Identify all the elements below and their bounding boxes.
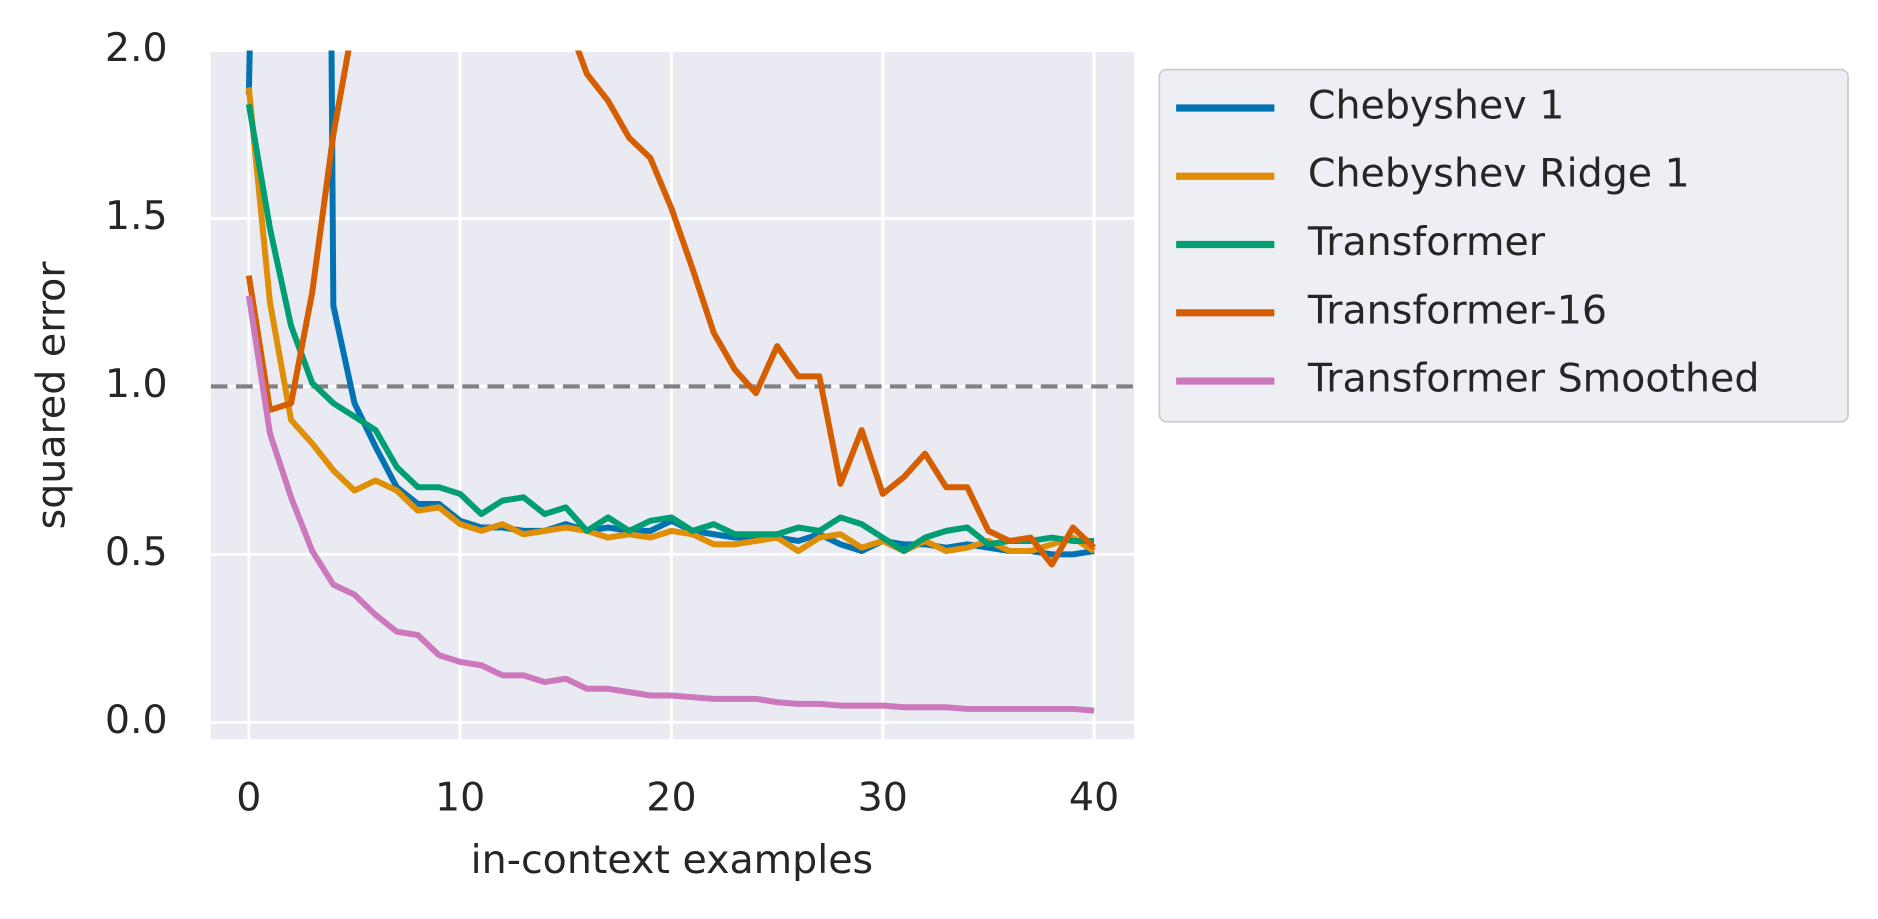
y-tick-label: 0.0 (105, 697, 168, 743)
series-line (245, 50, 1097, 568)
legend-label: Transformer Smoothed (1307, 356, 1760, 402)
x-axis-label: in-context examples (471, 837, 873, 883)
series-line (245, 87, 1096, 555)
legend (1158, 68, 1849, 423)
legend-label: Chebyshev 1 (1308, 82, 1564, 128)
y-axis-label: squared error (28, 261, 74, 530)
series-line (245, 295, 1095, 714)
x-tick-label: 20 (646, 775, 696, 821)
y-tick-label: 0.5 (105, 529, 168, 575)
x-tick-label: 40 (1069, 775, 1119, 821)
legend-label: Chebyshev Ridge 1 (1308, 151, 1690, 197)
y-tick-label: 1.5 (105, 193, 168, 239)
legend-label: Transformer (1307, 219, 1546, 265)
x-tick-label: 10 (435, 775, 485, 821)
y-tick-label: 1.0 (105, 361, 168, 407)
y-tick-label: 2.0 (105, 25, 168, 71)
x-tick-label: 0 (236, 775, 261, 821)
legend-label: Transformer-16 (1307, 287, 1607, 333)
x-tick-label: 30 (858, 775, 908, 821)
series-line (245, 103, 1095, 555)
